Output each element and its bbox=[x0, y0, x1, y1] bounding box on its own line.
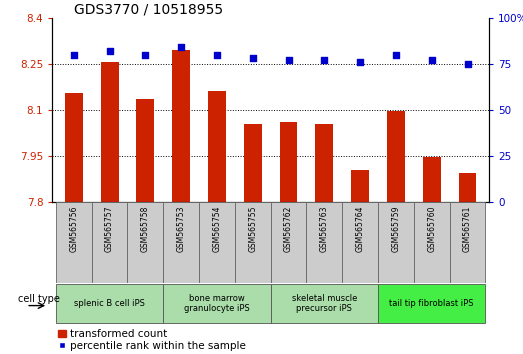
Bar bbox=[280, 122, 298, 202]
FancyBboxPatch shape bbox=[163, 284, 271, 323]
Text: bone marrow
granulocyte iPS: bone marrow granulocyte iPS bbox=[184, 294, 250, 313]
FancyBboxPatch shape bbox=[342, 202, 378, 283]
Point bbox=[285, 57, 293, 63]
FancyBboxPatch shape bbox=[271, 202, 306, 283]
Text: skeletal muscle
precursor iPS: skeletal muscle precursor iPS bbox=[292, 294, 357, 313]
Bar bbox=[137, 99, 154, 202]
Bar bbox=[172, 50, 190, 202]
Text: GSM565757: GSM565757 bbox=[105, 206, 114, 252]
Point bbox=[141, 52, 150, 57]
FancyBboxPatch shape bbox=[56, 284, 163, 323]
Text: GSM565763: GSM565763 bbox=[320, 206, 329, 252]
Point bbox=[106, 48, 114, 54]
Point bbox=[320, 57, 328, 63]
Bar bbox=[65, 93, 83, 202]
FancyBboxPatch shape bbox=[378, 202, 414, 283]
Text: tail tip fibroblast iPS: tail tip fibroblast iPS bbox=[390, 299, 474, 308]
Bar bbox=[459, 173, 476, 202]
Text: GSM565762: GSM565762 bbox=[284, 206, 293, 252]
FancyBboxPatch shape bbox=[378, 284, 485, 323]
Point bbox=[177, 44, 185, 50]
FancyBboxPatch shape bbox=[235, 202, 271, 283]
FancyBboxPatch shape bbox=[306, 202, 342, 283]
FancyBboxPatch shape bbox=[271, 284, 378, 323]
Text: splenic B cell iPS: splenic B cell iPS bbox=[74, 299, 145, 308]
Point bbox=[248, 55, 257, 61]
FancyBboxPatch shape bbox=[199, 202, 235, 283]
Point bbox=[392, 52, 400, 57]
Text: cell type: cell type bbox=[18, 294, 60, 304]
Legend: transformed count, percentile rank within the sample: transformed count, percentile rank withi… bbox=[58, 329, 246, 351]
FancyBboxPatch shape bbox=[128, 202, 163, 283]
Point bbox=[427, 57, 436, 63]
FancyBboxPatch shape bbox=[450, 202, 485, 283]
FancyBboxPatch shape bbox=[92, 202, 128, 283]
Text: GSM565761: GSM565761 bbox=[463, 206, 472, 252]
Bar bbox=[315, 124, 333, 202]
Point bbox=[463, 61, 472, 67]
FancyBboxPatch shape bbox=[414, 202, 450, 283]
Point bbox=[70, 52, 78, 57]
Text: GSM565756: GSM565756 bbox=[69, 206, 78, 252]
Bar bbox=[208, 91, 226, 202]
Bar bbox=[100, 62, 119, 202]
Bar bbox=[387, 111, 405, 202]
Text: GSM565754: GSM565754 bbox=[212, 206, 221, 252]
Point bbox=[356, 59, 365, 65]
Text: GSM565759: GSM565759 bbox=[391, 206, 401, 252]
Bar bbox=[351, 170, 369, 202]
Text: GSM565755: GSM565755 bbox=[248, 206, 257, 252]
Point bbox=[213, 52, 221, 57]
Text: GSM565753: GSM565753 bbox=[177, 206, 186, 252]
Text: GDS3770 / 10518955: GDS3770 / 10518955 bbox=[74, 2, 223, 17]
Text: GSM565758: GSM565758 bbox=[141, 206, 150, 252]
Text: GSM565760: GSM565760 bbox=[427, 206, 436, 252]
FancyBboxPatch shape bbox=[56, 202, 92, 283]
Text: GSM565764: GSM565764 bbox=[356, 206, 365, 252]
Bar bbox=[244, 124, 262, 202]
FancyBboxPatch shape bbox=[163, 202, 199, 283]
Bar bbox=[423, 157, 441, 202]
